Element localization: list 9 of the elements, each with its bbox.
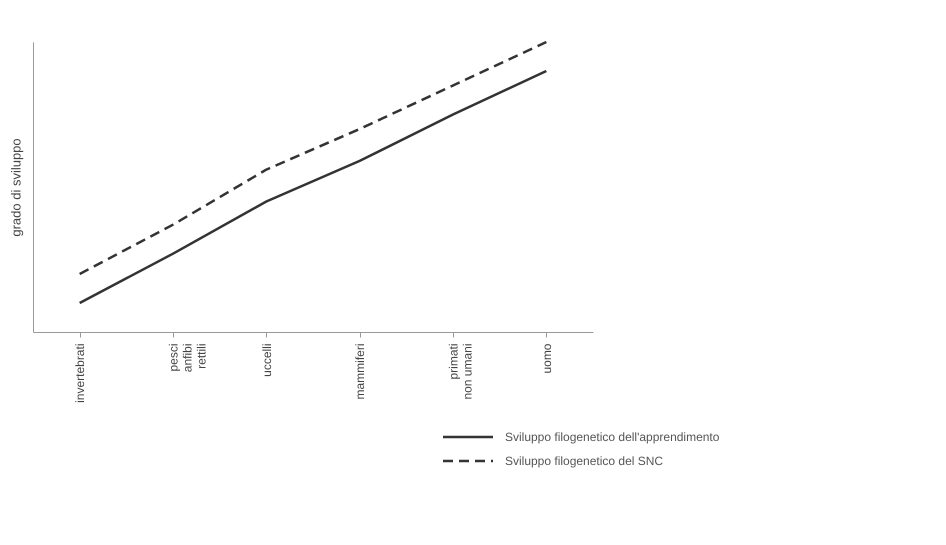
- x-tick-label: primati non umani: [446, 344, 474, 400]
- x-tick-label: pesci anfibi rettili: [166, 344, 208, 372]
- x-tick-label: invertebrati: [73, 344, 88, 403]
- legend-label: Sviluppo filogenetico dell'apprendimento: [505, 430, 720, 444]
- x-tick-label: mammiferi: [353, 344, 368, 400]
- x-tick-label: uccelli: [260, 344, 274, 377]
- x-tick-label: uomo: [540, 343, 554, 374]
- y-axis-title: grado di sviluppo: [8, 138, 24, 237]
- legend-label: Sviluppo filogenetico del SNC: [505, 454, 664, 468]
